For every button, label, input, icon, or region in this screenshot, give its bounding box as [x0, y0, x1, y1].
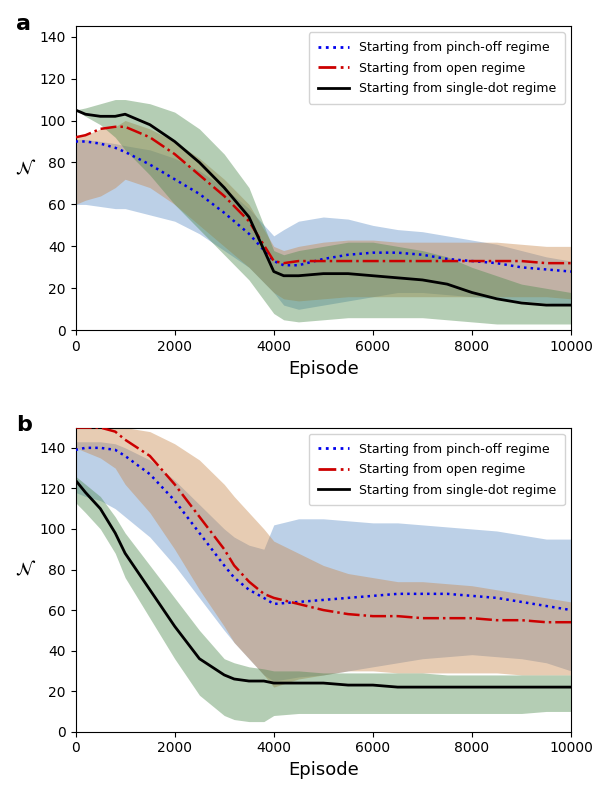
Legend: Starting from pinch-off regime, Starting from open regime, Starting from single-: Starting from pinch-off regime, Starting… [309, 33, 565, 104]
Text: a: a [16, 14, 31, 34]
Y-axis label: $\mathcal{N}$: $\mathcal{N}$ [15, 159, 36, 178]
Y-axis label: $\mathcal{N}$: $\mathcal{N}$ [15, 561, 36, 580]
Text: b: b [16, 415, 32, 435]
X-axis label: Episode: Episode [288, 761, 359, 779]
Legend: Starting from pinch-off regime, Starting from open regime, Starting from single-: Starting from pinch-off regime, Starting… [309, 434, 565, 505]
X-axis label: Episode: Episode [288, 360, 359, 378]
